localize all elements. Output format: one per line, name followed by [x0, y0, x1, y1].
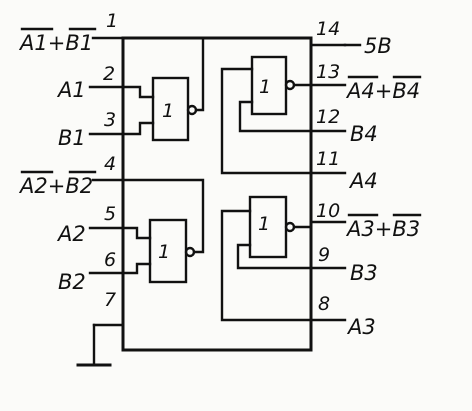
signal-a2: A2 [56, 222, 86, 246]
pin-9-number: 9 [318, 244, 330, 266]
gate-4-label: 1 [258, 213, 270, 235]
gate-4-input-a-wire [220, 209, 313, 322]
pin-10-number: 10 [316, 200, 340, 222]
signal-a3: A3 [346, 315, 376, 339]
gate-2-label: 1 [158, 241, 170, 263]
gate-3-input-a-wire [220, 67, 313, 175]
pin-6-number: 6 [104, 249, 116, 271]
signal-a4: A4 [348, 169, 378, 193]
gate-3-input-b-wire [238, 100, 313, 133]
signal-b4: B4 [350, 122, 378, 146]
pin-3-number: 3 [104, 109, 116, 131]
gate-4-output-wire [292, 220, 313, 229]
pin-14-number: 14 [316, 18, 340, 40]
gate-1-input-b-wire [121, 121, 155, 136]
signal-supply-5v: 5B [364, 34, 392, 58]
pin-7-number: 7 [104, 289, 116, 311]
gate-3-label: 1 [259, 76, 271, 98]
pin-13-number: 13 [316, 61, 340, 83]
pin-5-number: 5 [104, 203, 116, 225]
gate-1-output-wire [121, 36, 205, 112]
gate-1-label: 1 [162, 100, 174, 122]
signal-b1: B1 [58, 126, 86, 150]
signal-b3: B3 [350, 261, 378, 285]
gate-4-input-b-wire [236, 243, 313, 270]
pin-2-number: 2 [103, 63, 115, 85]
signal-a1: A1 [56, 78, 86, 102]
signal-nor-a2-b2: A2+B2 [18, 174, 93, 198]
pin-8-number: 8 [318, 293, 330, 315]
gate-1-input-a-wire [121, 85, 155, 99]
chip-body [121, 36, 313, 352]
signal-nor-a1-b1: A1+B1 [18, 31, 93, 55]
gate-2-input-a-wire [121, 226, 152, 240]
pin-4-number: 4 [104, 153, 116, 175]
signal-nor-a3-b3: A3+B3 [345, 217, 420, 241]
signal-b2: B2 [58, 270, 86, 294]
pin-1-number: 1 [106, 10, 118, 32]
gate-2-input-b-wire [121, 262, 152, 275]
pin-12-number: 12 [316, 106, 340, 128]
pin-11-number: 11 [316, 148, 340, 170]
signal-nor-a4-b4: A4+B4 [345, 79, 420, 103]
gate-2-output-wire [121, 178, 205, 254]
